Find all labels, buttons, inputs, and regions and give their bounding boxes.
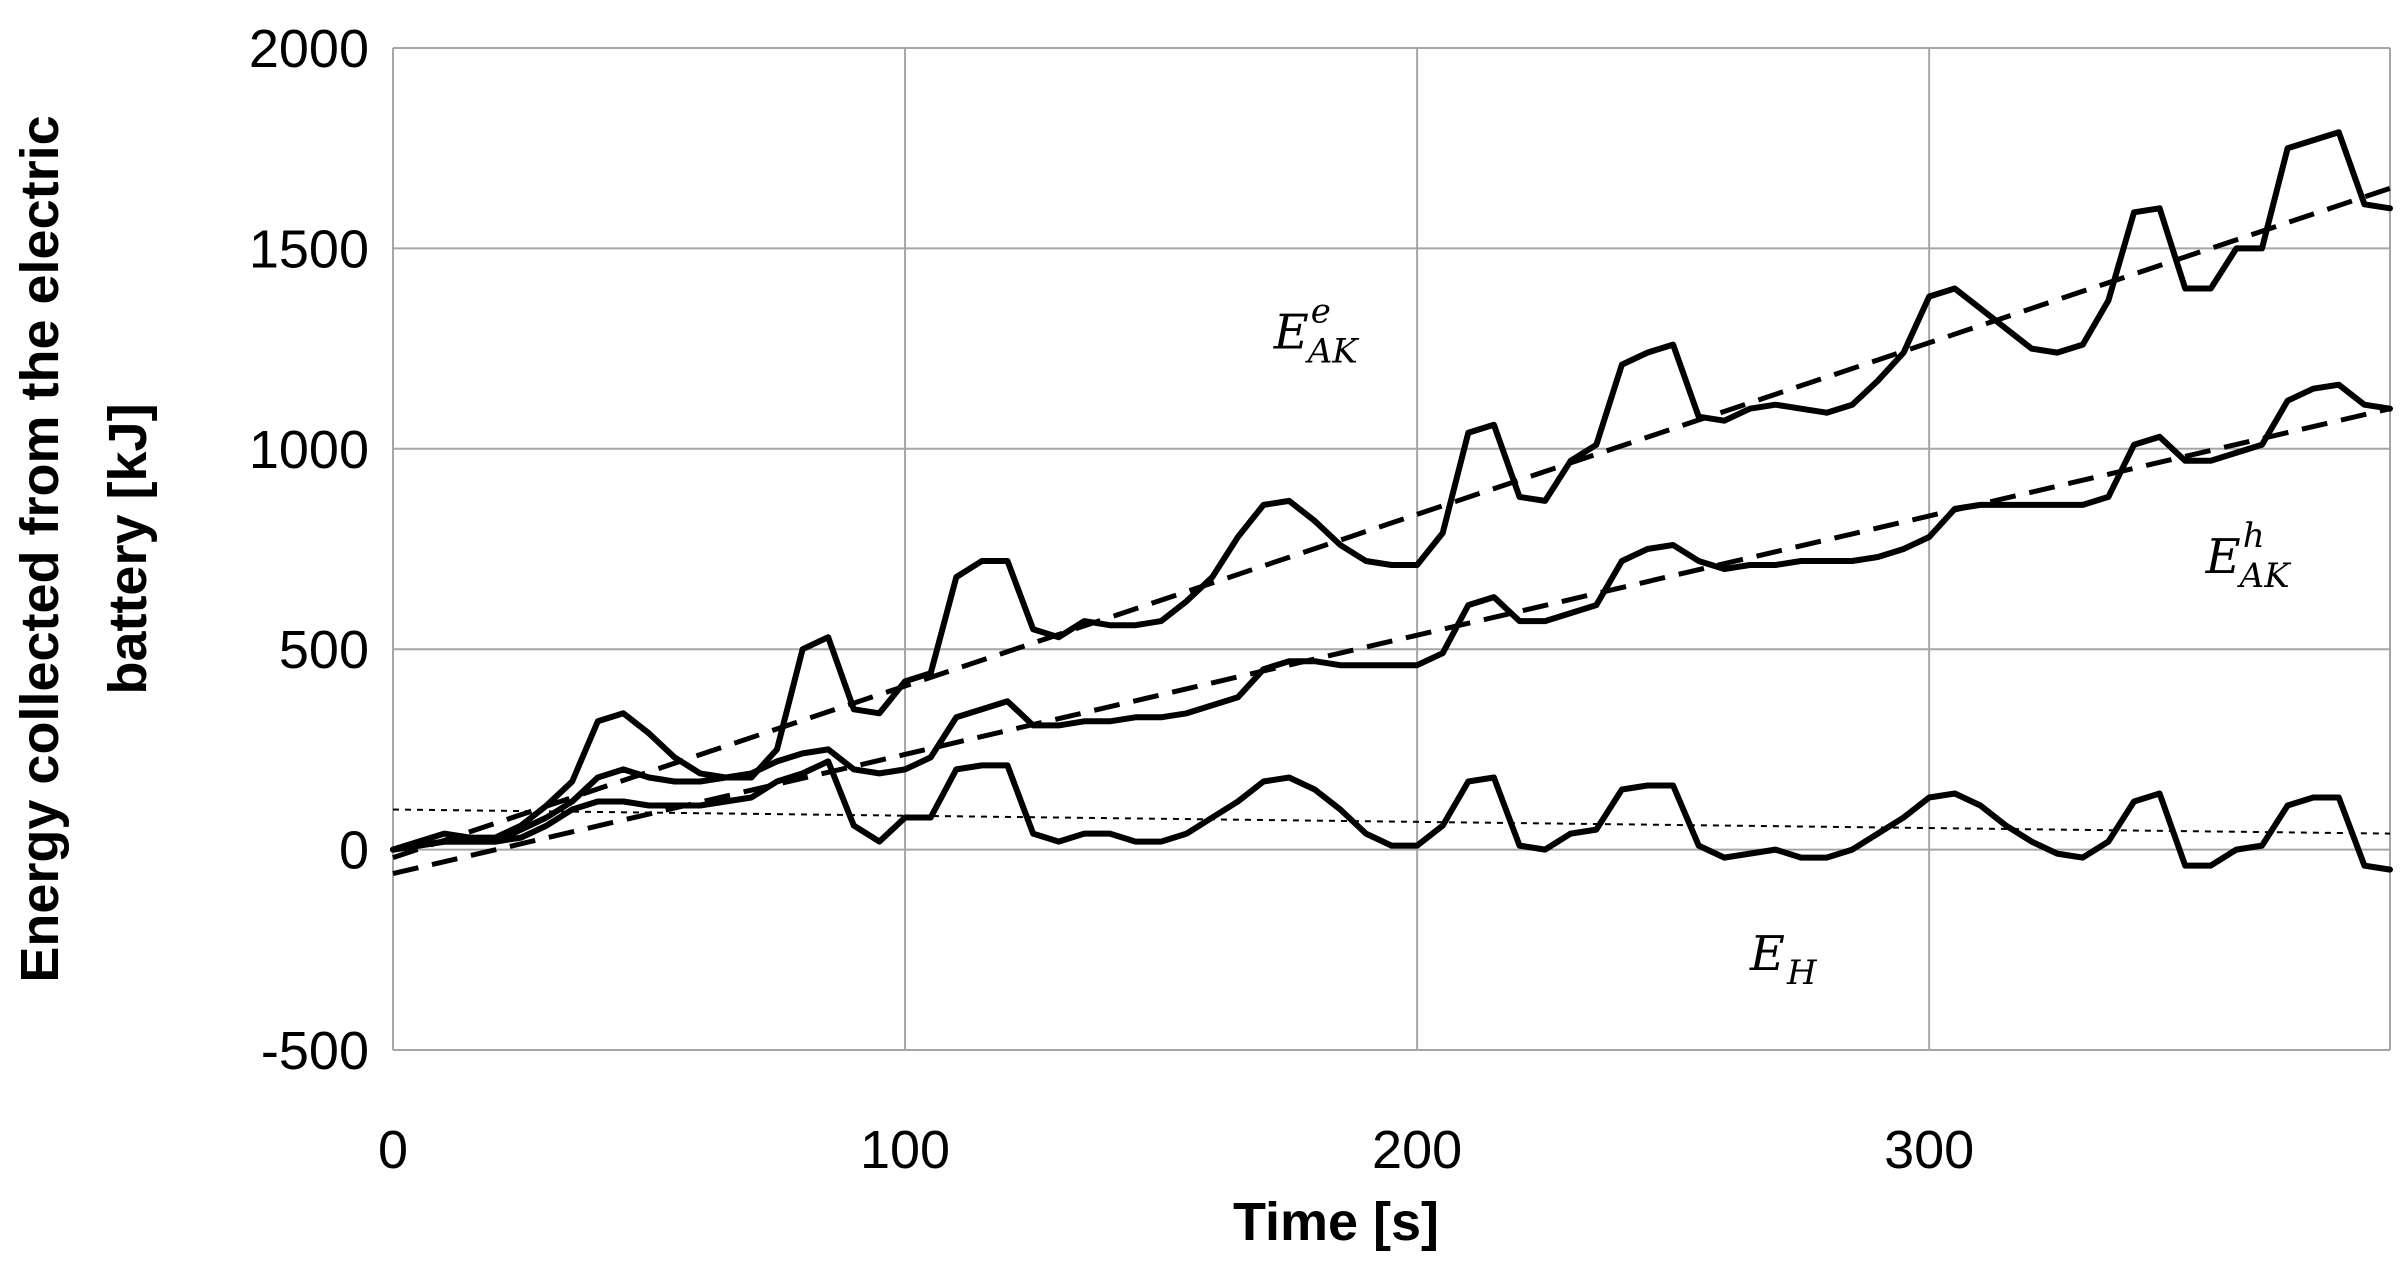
y-tick-label: 0 [339, 821, 369, 881]
y-tick-label: 500 [279, 620, 369, 680]
trend-line-dotted [392, 808, 2391, 835]
trend-line-dashed [392, 406, 2391, 877]
x-tick-label: 200 [1372, 1120, 1462, 1180]
y-tick-label: 1500 [249, 219, 369, 279]
x-tick-label: 0 [378, 1120, 408, 1180]
y-axis-label-line-1: Energy collected from the electric [10, 115, 70, 982]
series-line [390, 129, 2393, 853]
y-axis-label-line-2: battery [kJ] [98, 403, 158, 694]
y-tick-label: 1000 [249, 420, 369, 480]
series-label-ak_h: Eh AK [2205, 516, 2293, 596]
series-label-eh: EH [1749, 926, 1818, 993]
y-axis-label: Energy collected from the electric [10, 115, 70, 982]
y-tick-label: -500 [261, 1021, 369, 1081]
series-annotations: Ee AK Eh AK EH [1273, 292, 2292, 993]
series-label-ak_e: Ee AK [1273, 292, 1361, 372]
x-axis-label: Time [s] [1233, 1192, 1439, 1252]
x-tick-label: 100 [860, 1120, 950, 1180]
y-axis-label-2: battery [kJ] [98, 403, 158, 694]
y-tick-label: 2000 [249, 19, 369, 79]
x-tick-label: 300 [1884, 1120, 1974, 1180]
grid [392, 47, 2391, 1051]
series-group [390, 129, 2393, 877]
trend-line-dashed [392, 185, 2391, 860]
series-line [390, 758, 2393, 873]
series-line [390, 381, 2393, 853]
